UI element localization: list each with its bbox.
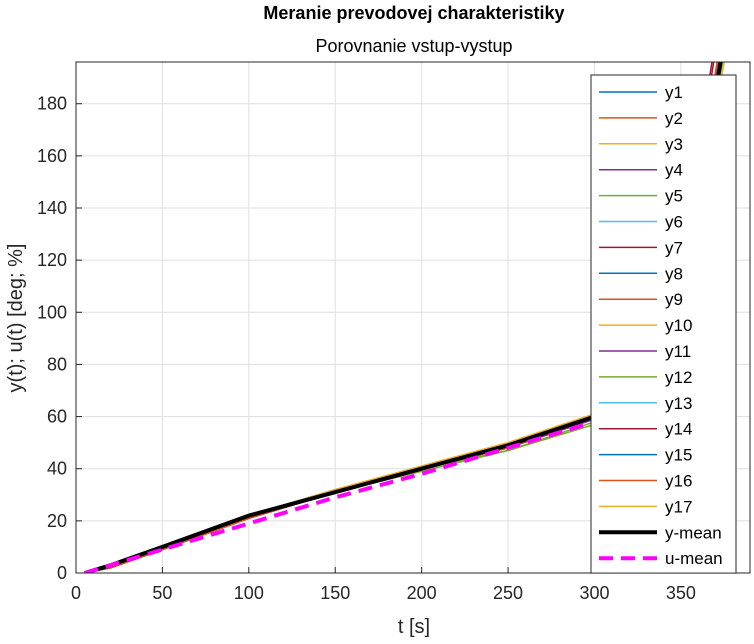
y-tick-label: 0 <box>57 563 67 583</box>
ticks: 0 50 100 150 200 250 300 350 0 20 40 60 80 100 120 140 1… <box>37 94 696 603</box>
x-tick-label: 250 <box>493 583 523 603</box>
legend-label: y10 <box>665 316 692 335</box>
x-tick-label: 300 <box>579 583 609 603</box>
y-tick-label: 160 <box>37 146 67 166</box>
series-line-u-mean <box>84 401 656 573</box>
legend-label: y13 <box>665 394 692 413</box>
legend-label: y2 <box>665 109 683 128</box>
y-tick-label: 60 <box>47 407 67 427</box>
legend-label: y1 <box>665 83 683 102</box>
x-tick-label: 0 <box>71 583 81 603</box>
y-tick-label: 120 <box>37 250 67 270</box>
legend-label: y15 <box>665 446 692 465</box>
y-tick-label: 80 <box>47 354 67 374</box>
legend-label: y3 <box>665 135 683 154</box>
x-tick-label: 350 <box>666 583 696 603</box>
legend-label: y8 <box>665 264 683 283</box>
y-tick-label: 40 <box>47 459 67 479</box>
chart-subtitle: Porovnanie vstup-vystup <box>315 36 512 56</box>
legend-label: y7 <box>665 238 683 257</box>
x-tick-label: 50 <box>152 583 172 603</box>
legend-label: y-mean <box>665 523 722 542</box>
legend-label: y5 <box>665 187 683 206</box>
legend-label: y11 <box>665 342 691 361</box>
legend-box <box>590 74 737 574</box>
legend-label: u-mean <box>665 549 723 568</box>
legend-label: y4 <box>665 161 683 180</box>
y-tick-label: 100 <box>37 302 67 322</box>
axes-box <box>75 61 751 574</box>
x-tick-label: 200 <box>407 583 437 603</box>
x-axis-label: t [s] <box>398 616 430 638</box>
y-tick-label: 20 <box>47 511 67 531</box>
y-axis-label: y(t); u(t) [deg; %] <box>5 244 27 393</box>
chart-title: Meranie prevodovej charakteristiky <box>263 3 564 23</box>
y-tick-label: 180 <box>37 94 67 114</box>
legend-label: y6 <box>665 213 683 232</box>
legend: y1 y2 y3 y4 y5 y6 y7 y8 y9 y10 y11 y12 y13 y14 y15 y16 y… <box>590 74 737 574</box>
legend-label: y12 <box>665 368 692 387</box>
legend-label: y14 <box>665 420 692 439</box>
x-tick-label: 100 <box>234 583 264 603</box>
legend-label: y16 <box>665 472 692 491</box>
legend-label: y17 <box>665 497 692 516</box>
legend-label: y9 <box>665 290 683 309</box>
x-tick-label: 150 <box>320 583 350 603</box>
y-tick-label: 140 <box>37 198 67 218</box>
